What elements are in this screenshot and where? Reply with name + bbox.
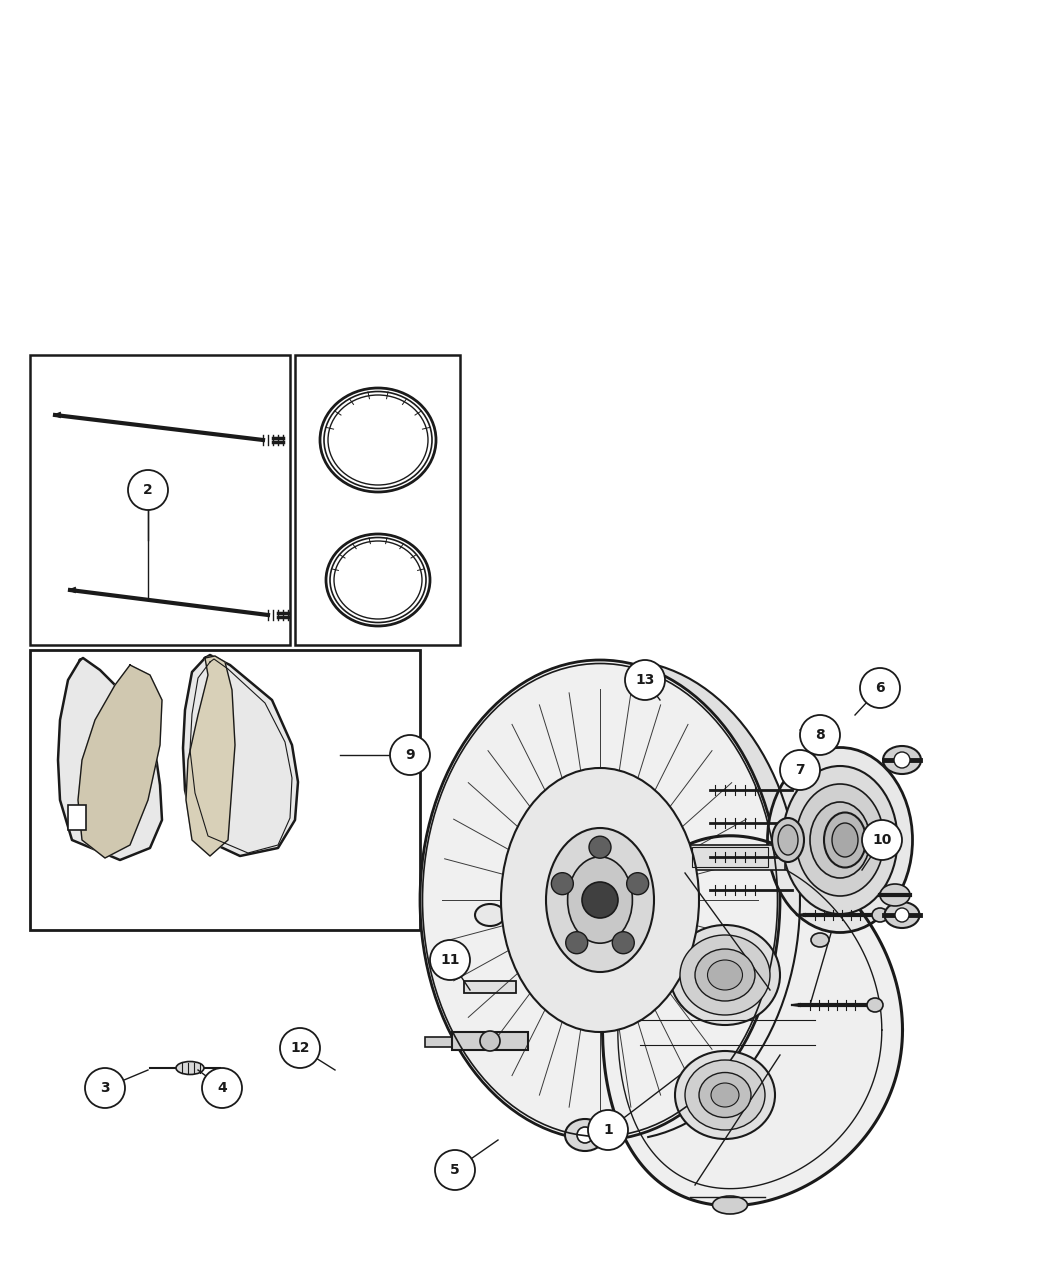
- Ellipse shape: [832, 822, 858, 857]
- Ellipse shape: [470, 940, 510, 954]
- Ellipse shape: [685, 1060, 765, 1130]
- Ellipse shape: [824, 812, 866, 867]
- Polygon shape: [58, 658, 162, 861]
- Circle shape: [627, 872, 649, 895]
- Bar: [675, 845, 785, 870]
- Circle shape: [588, 1111, 628, 1150]
- Ellipse shape: [699, 1072, 751, 1117]
- Ellipse shape: [468, 978, 512, 992]
- Text: 8: 8: [815, 728, 825, 742]
- Ellipse shape: [565, 1119, 605, 1151]
- Circle shape: [582, 882, 618, 918]
- Ellipse shape: [470, 1007, 510, 1020]
- Circle shape: [860, 668, 900, 708]
- Ellipse shape: [546, 827, 654, 972]
- Ellipse shape: [772, 819, 804, 862]
- Ellipse shape: [768, 747, 912, 932]
- Text: 4: 4: [217, 1081, 227, 1095]
- Polygon shape: [603, 835, 903, 1206]
- Ellipse shape: [680, 935, 770, 1015]
- Circle shape: [430, 940, 470, 980]
- Circle shape: [894, 752, 910, 768]
- Ellipse shape: [420, 660, 780, 1140]
- Bar: [68, 805, 86, 830]
- Ellipse shape: [468, 991, 512, 1003]
- Circle shape: [551, 872, 573, 895]
- Circle shape: [390, 734, 430, 775]
- Ellipse shape: [884, 901, 920, 928]
- Ellipse shape: [470, 929, 509, 944]
- Bar: [472, 915, 508, 935]
- Text: 13: 13: [635, 673, 655, 687]
- Circle shape: [578, 932, 593, 949]
- Circle shape: [625, 660, 665, 700]
- Ellipse shape: [883, 746, 921, 774]
- Ellipse shape: [867, 998, 883, 1012]
- Text: 6: 6: [876, 681, 885, 695]
- Ellipse shape: [469, 949, 510, 963]
- Ellipse shape: [778, 825, 798, 856]
- Ellipse shape: [811, 933, 830, 947]
- Circle shape: [578, 1127, 593, 1142]
- Ellipse shape: [708, 960, 742, 989]
- Ellipse shape: [711, 1082, 739, 1107]
- Ellipse shape: [796, 784, 884, 896]
- Ellipse shape: [468, 969, 511, 983]
- Bar: [425, 1037, 453, 1047]
- Circle shape: [895, 908, 909, 922]
- Bar: [528, 1037, 556, 1047]
- Ellipse shape: [880, 884, 910, 907]
- Ellipse shape: [471, 1016, 509, 1028]
- Ellipse shape: [565, 924, 605, 956]
- Text: 10: 10: [873, 833, 891, 847]
- Circle shape: [202, 1068, 242, 1108]
- Polygon shape: [183, 655, 298, 856]
- Ellipse shape: [472, 1024, 508, 1037]
- Bar: [464, 980, 516, 993]
- Circle shape: [800, 715, 840, 755]
- Ellipse shape: [176, 1062, 204, 1075]
- Polygon shape: [186, 657, 235, 856]
- Bar: [692, 847, 768, 867]
- Ellipse shape: [810, 802, 870, 878]
- Ellipse shape: [872, 908, 888, 922]
- Bar: [295, 354, 460, 645]
- Text: 5: 5: [450, 1163, 460, 1177]
- Ellipse shape: [670, 924, 780, 1025]
- Text: 12: 12: [290, 1040, 310, 1054]
- Circle shape: [435, 1150, 475, 1190]
- Ellipse shape: [475, 904, 505, 926]
- Text: 11: 11: [440, 952, 460, 966]
- Ellipse shape: [469, 959, 511, 973]
- Text: 7: 7: [795, 762, 804, 776]
- Circle shape: [480, 1031, 500, 1051]
- Circle shape: [85, 1068, 125, 1108]
- Ellipse shape: [695, 949, 755, 1001]
- Circle shape: [280, 1028, 320, 1068]
- Ellipse shape: [782, 766, 898, 914]
- Text: 2: 2: [143, 483, 153, 497]
- Bar: [30, 354, 290, 645]
- Circle shape: [612, 932, 634, 954]
- Polygon shape: [78, 666, 162, 858]
- Circle shape: [780, 750, 820, 790]
- Bar: [452, 1031, 528, 1051]
- Bar: [30, 650, 420, 929]
- Text: 3: 3: [100, 1081, 110, 1095]
- Circle shape: [128, 470, 168, 510]
- Text: 1: 1: [603, 1123, 613, 1137]
- Ellipse shape: [469, 1000, 511, 1011]
- Ellipse shape: [675, 1051, 775, 1139]
- Ellipse shape: [501, 768, 699, 1031]
- Text: 9: 9: [405, 748, 415, 762]
- Ellipse shape: [713, 1196, 748, 1214]
- Circle shape: [566, 932, 588, 954]
- Ellipse shape: [568, 857, 632, 944]
- Circle shape: [589, 836, 611, 858]
- Circle shape: [862, 820, 902, 861]
